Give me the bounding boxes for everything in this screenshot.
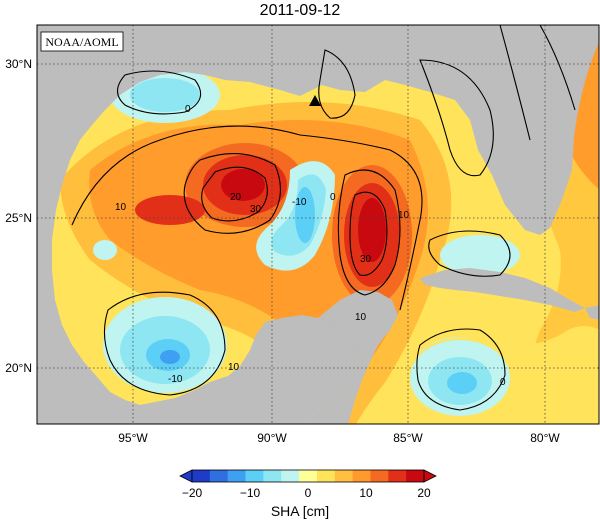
colorbar-segment [388,470,407,482]
contour-label: 30 [250,204,262,215]
lat-label: 30°N [5,57,32,71]
contour-label: -10 [292,197,307,208]
colorbar-tick: 10 [359,486,373,500]
colorbar-ticks: −20 −10 0 10 20 [182,486,431,500]
colorbar-tick: 0 [305,486,312,500]
colorbar-segment [209,470,229,482]
contour-label: 10 [355,312,367,323]
colorbar-segment [192,470,211,482]
lon-label: 85°W [393,431,423,445]
longitude-labels: 95°W 90°W 85°W 80°W [118,431,560,445]
contour-label: 0 [500,377,506,388]
colorbar-segment [299,470,318,482]
map-frame [36,24,600,425]
colorbar-segment [245,470,264,482]
colorbar-tick: −10 [240,486,261,500]
map-title: 2011-09-12 [259,2,341,19]
colorbar-segment [406,470,425,482]
contour-lines [71,25,576,411]
colorbar-segment [281,470,300,482]
latitude-labels: 30°N 25°N 20°N [5,57,32,375]
colorbar-segment [316,470,336,482]
colorbar-label: SHA [cm] [270,503,330,519]
colorbar-segment [263,470,282,482]
credit-text: NOAA/AOML [45,35,118,49]
contour-label: 10 [115,202,127,213]
graticule [37,25,599,424]
lon-label: 90°W [257,431,287,445]
contour-label: 10 [398,210,410,221]
colorbar-extend-high [423,469,437,483]
credit-box [40,31,124,52]
colorbar-segment [227,470,247,482]
colorbar-tick: 20 [417,486,431,500]
colorbar-segment [370,470,389,482]
contour-label: 30 [360,254,372,265]
contour-label: -10 [168,374,183,385]
contour-label: 0 [330,192,336,203]
colorbar-extend-low [179,469,193,483]
contour-label: 0 [185,104,191,115]
cuba-island [420,268,585,312]
colorbar [179,469,437,483]
colorbar-segment [334,470,354,482]
colorbar-tick: −20 [182,486,203,500]
contour-label: 10 [228,362,240,373]
lat-label: 25°N [5,211,32,225]
lat-label: 20°N [5,361,32,375]
lon-label: 95°W [118,431,148,445]
colorbar-segment [352,470,371,482]
colorbar-outline [191,469,425,483]
buoy-marker-icon [309,95,321,106]
lon-label: 80°W [530,431,560,445]
contour-label: 20 [230,192,242,203]
contour-labels: 0 10 20 30 30 10 -10 -10 0 0 10 10 [115,104,506,388]
